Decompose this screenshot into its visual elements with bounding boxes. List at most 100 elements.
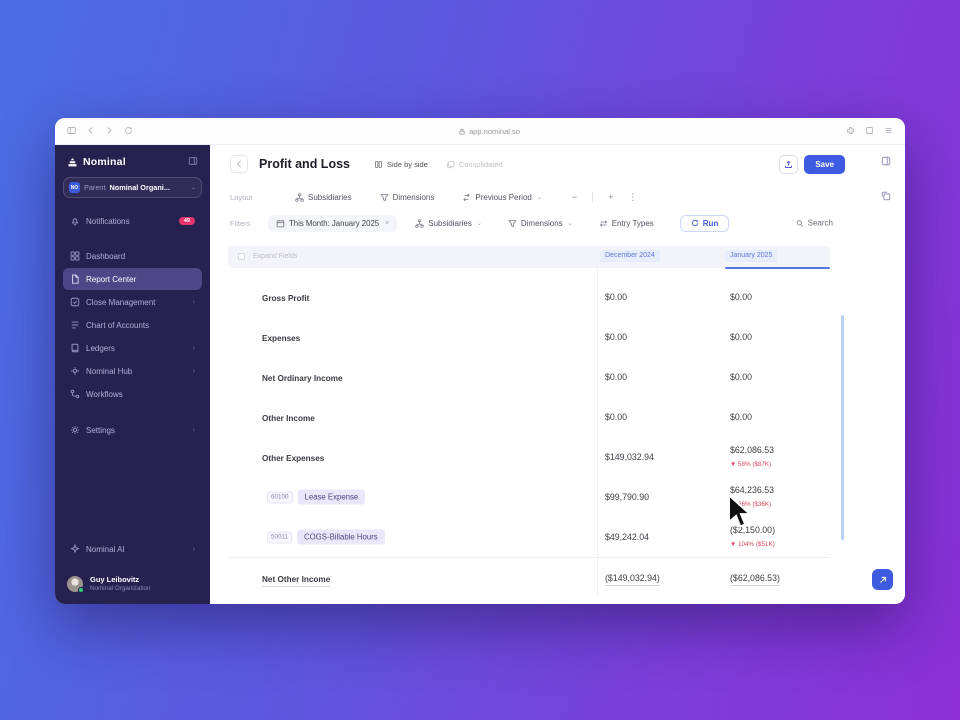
forward-icon[interactable]	[105, 122, 114, 140]
notifications-badge: 49	[178, 217, 195, 225]
user-card[interactable]: Guy Leibovitz Nominal Organization	[63, 573, 202, 594]
back-icon[interactable]	[86, 122, 95, 140]
cell-december: ($149,032.94)	[605, 572, 660, 586]
cell-december: $0.00	[605, 372, 628, 382]
more-options-icon[interactable]: ⋮	[628, 191, 638, 202]
export-button[interactable]	[779, 155, 799, 174]
bell-icon	[70, 216, 80, 226]
close-icon[interactable]: ×	[385, 219, 390, 227]
cell-january: $0.00	[730, 412, 753, 422]
sidebar-item-close-management[interactable]: Close Management ›	[63, 291, 202, 313]
vertical-scrollbar[interactable]	[841, 315, 844, 540]
org-selector-value: Nominal Organi...	[109, 183, 170, 192]
org-avatar: NO	[69, 182, 80, 193]
account-name-chip[interactable]: COGS-Billable Hours	[297, 529, 385, 545]
sidebar-toggle-icon[interactable]	[67, 122, 76, 140]
consolidated-toggle[interactable]: Consolidated	[446, 160, 503, 169]
filter-dimensions-button[interactable]: Dimensions ⌄	[508, 219, 573, 228]
column-header-december[interactable]: December 2024	[600, 249, 660, 262]
row-label: Other Income	[262, 414, 315, 423]
table-row[interactable]: Net Ordinary Income $0.00 $0.00	[228, 357, 830, 397]
sidebar-item-notifications[interactable]: Notifications 49	[63, 210, 202, 232]
sidebar-collapse-icon[interactable]	[188, 156, 198, 168]
side-panel-icon[interactable]	[881, 153, 891, 171]
layout-subsidiaries-button[interactable]: Subsidiaries	[295, 193, 352, 202]
select-all-checkbox[interactable]	[238, 253, 245, 260]
row-label: Net Other Income	[262, 574, 331, 587]
account-name-chip[interactable]: Lease Expense	[297, 489, 366, 505]
table-row[interactable]: Other Expenses $149,032.94 $62,086.53 ▼ 58%…	[228, 437, 830, 477]
table-row[interactable]: 60100 Lease Expense $99,790.90 $64,236.53 ▼ …	[228, 477, 830, 517]
extensions-icon[interactable]	[846, 122, 855, 140]
cell-december: $49,242.04	[605, 532, 650, 542]
run-button[interactable]: Run	[679, 214, 730, 232]
table-header: Expand Fields December 2024 January 2025	[228, 246, 830, 269]
column-divider	[597, 268, 598, 597]
table-row[interactable]: Net Other Income ($149,032.94) ($62,086.53…	[228, 557, 830, 597]
cell-january: $62,086.53 ▼ 58% ($87K)	[730, 445, 775, 468]
layout-dimensions-button[interactable]: Dimensions	[379, 193, 434, 202]
cell-january: ($2,150.00) ▼ 104% ($51K)	[730, 525, 775, 548]
org-selector[interactable]: NO Parent Nominal Organi... ⌄	[63, 177, 202, 198]
filter-subsidiaries-button[interactable]: Subsidiaries ⌄	[415, 219, 482, 228]
hierarchy-icon	[295, 192, 304, 202]
account-cell: 50011 COGS-Billable Hours	[267, 529, 385, 545]
expand-chat-button[interactable]	[872, 569, 893, 590]
sidebar-item-nominal-ai[interactable]: Nominal AI ›	[63, 538, 202, 560]
sidebar-item-chart-of-accounts[interactable]: Chart of Accounts	[63, 314, 202, 336]
chevron-down-icon: ⌄	[567, 220, 573, 227]
cell-december: $0.00	[605, 292, 628, 302]
versions-icon[interactable]	[881, 188, 891, 206]
url-bar[interactable]: app.nominal.so	[133, 127, 846, 136]
cell-january: $0.00	[730, 372, 753, 382]
account-cell: Expenses	[262, 328, 300, 346]
table-row[interactable]: Other Income $0.00 $0.00	[228, 397, 830, 437]
reload-icon[interactable]	[124, 122, 133, 140]
ledgers-icon	[70, 343, 80, 353]
account-cell: Other Income	[262, 408, 315, 426]
online-status-dot	[78, 586, 84, 593]
sidebar-item-label: Settings	[86, 425, 115, 435]
sidebar-item-label: Workflows	[86, 389, 123, 399]
layout-previous-period-button[interactable]: Previous Period ⌄	[462, 193, 542, 202]
sidebar-item-settings[interactable]: Settings ›	[63, 419, 202, 441]
avatar	[67, 575, 84, 593]
column-header-january[interactable]: January 2025	[725, 249, 778, 262]
tabs-icon[interactable]	[865, 122, 874, 140]
cell-january: ($62,086.53)	[730, 572, 780, 586]
period-filter-chip[interactable]: This Month: January 2025 ×	[268, 214, 398, 232]
sidebar-item-ledgers[interactable]: Ledgers ›	[63, 337, 202, 359]
row-label: Other Expenses	[262, 454, 325, 463]
user-name: Guy Leibovitz	[90, 575, 140, 584]
nominal-logo-icon	[67, 157, 78, 168]
sidebar-item-label: Nominal AI	[86, 544, 125, 554]
cell-january: $0.00	[730, 332, 753, 342]
zoom-out-button[interactable]: −	[571, 192, 578, 202]
consolidated-label: Consolidated	[458, 159, 503, 169]
table-row[interactable]: Gross Profit $0.00 $0.00	[228, 277, 830, 317]
sparkle-icon	[70, 544, 80, 554]
back-button[interactable]	[230, 155, 248, 173]
cell-december: $0.00	[605, 412, 628, 422]
sidebar-item-nominal-hub[interactable]: Nominal Hub ›	[63, 360, 202, 382]
report-header: Profit and Loss Side by side Consolidate…	[210, 145, 905, 183]
swap-arrows-icon	[599, 219, 607, 227]
filter-entry-types-button[interactable]: Entry Types	[599, 219, 654, 228]
save-button[interactable]: Save	[804, 155, 845, 174]
search-button[interactable]: Search	[796, 219, 833, 228]
sidebar-item-dashboard[interactable]: Dashboard	[63, 245, 202, 267]
table-row[interactable]: Expenses $0.00 $0.00	[228, 317, 830, 357]
side-by-side-toggle[interactable]: Side by side	[374, 160, 428, 169]
filters-bar-label: Filters	[230, 218, 251, 228]
active-column-indicator	[725, 267, 830, 269]
sidebar-item-label: Nominal Hub	[86, 366, 133, 376]
search-icon	[796, 219, 803, 227]
table-row[interactable]: 50011 COGS-Billable Hours $49,242.04 ($2,15…	[228, 517, 830, 557]
sidebar-item-report-center[interactable]: Report Center	[63, 268, 202, 290]
menu-icon[interactable]	[884, 122, 893, 140]
filters-bar: Filters This Month: January 2025 × Subsi…	[210, 211, 905, 235]
table-body: Gross Profit $0.00 $0.00 Expenses $0.00 $0.00…	[228, 277, 830, 597]
sidebar-item-workflows[interactable]: Workflows	[63, 383, 202, 405]
account-cell: Other Expenses	[262, 448, 324, 466]
zoom-in-button[interactable]: +	[608, 192, 614, 202]
